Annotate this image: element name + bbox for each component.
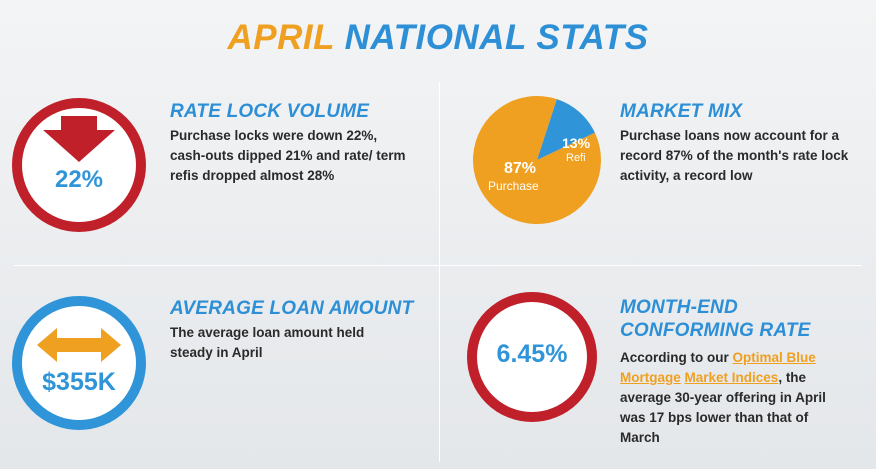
pie-slice-refi (537, 99, 595, 160)
conforming-rate-ring: 6.45% (467, 292, 597, 422)
pie-label-purchase: Purchase (488, 179, 539, 193)
horizontal-divider (14, 265, 862, 266)
market-mix-body: Purchase loans now account for a record … (620, 128, 849, 183)
market-mix-heading: MARKET MIX (620, 101, 743, 122)
optimal-blue-link[interactable]: Optimal Blue (732, 350, 816, 365)
vertical-divider (439, 82, 440, 462)
title-rest: NATIONAL STATS (334, 18, 649, 57)
double-arrow-icon (37, 328, 121, 362)
market-indices-link[interactable]: Market Indices (684, 370, 779, 385)
conforming-heading-line2: CONFORMING RATE (620, 320, 811, 341)
pie-label-refi-value: 13% (562, 135, 591, 151)
rate-lock-heading: RATE LOCK VOLUME (170, 101, 370, 122)
conforming-body-before: According to our (620, 350, 733, 365)
conforming-body-after: , the average 30-year offering in April … (620, 370, 826, 445)
avg-loan-body: The average loan amount held steady in A… (170, 325, 365, 360)
mortgage-link[interactable]: Mortgage (620, 370, 681, 385)
pie-label-purchase-value: 87% (504, 160, 536, 177)
rate-lock-body: Purchase locks were down 22%, cash-outs … (170, 128, 406, 183)
market-mix-pie-chart: 87% Purchase 13% Refi (472, 95, 601, 224)
title-accent: APRIL (227, 18, 335, 57)
down-arrow-icon (43, 116, 115, 162)
pie-label-refi: Refi (566, 152, 586, 164)
avg-loan-value: $355K (42, 368, 116, 396)
rate-lock-value: 22% (54, 166, 104, 193)
page-title: APRIL NATIONAL STATS (0, 18, 876, 58)
conforming-rate-value: 6.45% (496, 340, 568, 368)
conforming-heading-line1: MONTH-END (620, 297, 738, 318)
conforming-body: According to our Optimal Blue Mortgage M… (620, 348, 842, 448)
avg-loan-heading: AVERAGE LOAN AMOUNT (170, 298, 414, 319)
pie-slice-purchase (472, 95, 601, 224)
avg-loan-ring: $355K (12, 296, 146, 430)
conforming-heading: MONTH-END CONFORMING RATE (620, 296, 811, 342)
rate-lock-ring: 22% (12, 98, 146, 232)
